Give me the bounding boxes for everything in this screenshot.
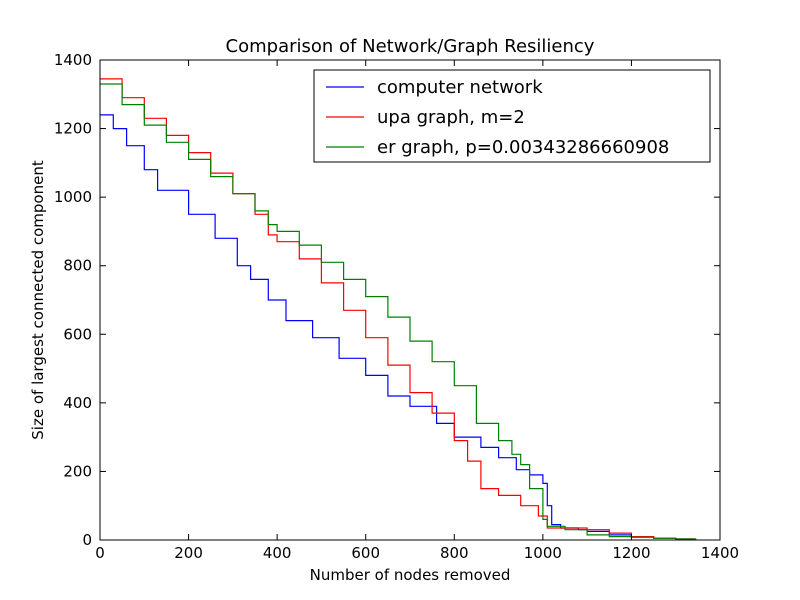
x-tick-label: 600: [351, 544, 380, 562]
x-tick-label: 400: [263, 544, 292, 562]
x-tick-label: 1200: [612, 544, 650, 562]
y-tick-label: 1400: [54, 51, 92, 69]
y-tick-label: 800: [63, 257, 92, 275]
y-tick-label: 0: [82, 531, 92, 549]
y-tick-label: 600: [63, 325, 92, 343]
x-tick-label: 0: [95, 544, 105, 562]
x-axis-title: Number of nodes removed: [310, 566, 511, 584]
x-tick-label: 1000: [524, 544, 562, 562]
legend-label-0: computer network: [377, 77, 543, 98]
x-tick-label: 800: [440, 544, 469, 562]
plot-frame: [99, 59, 721, 541]
legend-box: [313, 69, 711, 163]
legend-label-2: er graph, p=0.00343286660908: [377, 137, 669, 158]
y-tick-label: 200: [63, 462, 92, 480]
y-tick-label: 400: [63, 394, 92, 412]
x-tick-label: 200: [174, 544, 203, 562]
y-axis-title: Size of largest connected component: [29, 160, 47, 440]
plot-area: 0 200 400 600 800 1000 1200 1400 0 200 400 600 800 10…: [54, 51, 739, 562]
y-tick-label: 1200: [54, 120, 92, 138]
series-line-2: [100, 83, 697, 540]
x-tick-label: 1400: [701, 544, 739, 562]
chart-title: Comparison of Network/Graph Resiliency: [226, 36, 595, 57]
y-tick-label: 1000: [54, 188, 92, 206]
legend-label-1: upa graph, m=2: [377, 107, 525, 128]
